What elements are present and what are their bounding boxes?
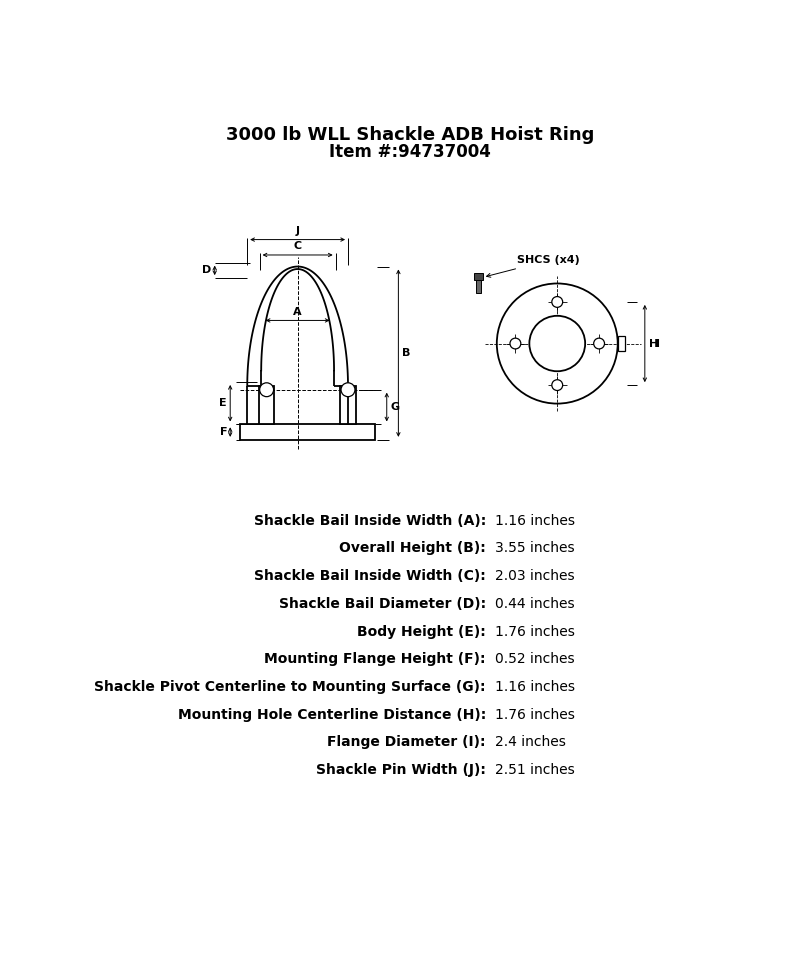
Text: I: I (656, 339, 660, 348)
Text: 3000 lb WLL Shackle ADB Hoist Ring: 3000 lb WLL Shackle ADB Hoist Ring (226, 126, 594, 145)
Text: 1.16 inches: 1.16 inches (495, 680, 575, 694)
Text: Mounting Hole Centerline Distance (H):: Mounting Hole Centerline Distance (H): (178, 707, 486, 722)
Circle shape (510, 338, 521, 349)
Text: Shackle Bail Diameter (D):: Shackle Bail Diameter (D): (279, 597, 486, 611)
Text: 1.76 inches: 1.76 inches (495, 707, 575, 722)
Text: D: D (202, 265, 211, 276)
Text: C: C (294, 241, 302, 251)
Text: Shackle Bail Inside Width (A):: Shackle Bail Inside Width (A): (254, 514, 486, 527)
Text: J: J (296, 226, 300, 235)
Text: Item #:94737004: Item #:94737004 (329, 143, 491, 161)
Text: 1.16 inches: 1.16 inches (495, 514, 575, 527)
Text: 2.03 inches: 2.03 inches (495, 569, 575, 583)
Text: Mounting Flange Height (F):: Mounting Flange Height (F): (265, 653, 486, 666)
Bar (239, 424, 375, 440)
Text: Flange Diameter (I):: Flange Diameter (I): (327, 735, 486, 749)
Text: 1.76 inches: 1.76 inches (495, 625, 575, 638)
Text: B: B (402, 348, 410, 358)
Bar (259, 386, 274, 424)
Circle shape (594, 338, 605, 349)
Text: H: H (649, 339, 658, 348)
Text: G: G (390, 402, 400, 412)
Text: 2.4 inches: 2.4 inches (495, 735, 566, 749)
Text: SHCS (x4): SHCS (x4) (486, 256, 580, 278)
Text: Shackle Pin Width (J):: Shackle Pin Width (J): (316, 763, 486, 777)
Circle shape (341, 383, 355, 396)
Text: Shackle Bail Inside Width (C):: Shackle Bail Inside Width (C): (254, 569, 486, 583)
Text: 0.44 inches: 0.44 inches (495, 597, 575, 611)
Text: 0.52 inches: 0.52 inches (495, 653, 575, 666)
Bar (474, 274, 483, 280)
Text: E: E (219, 398, 227, 409)
Circle shape (552, 380, 562, 390)
Bar (618, 336, 626, 351)
Text: A: A (294, 307, 302, 318)
Text: Shackle Pivot Centerline to Mounting Surface (G):: Shackle Pivot Centerline to Mounting Sur… (94, 680, 486, 694)
Text: F: F (219, 427, 227, 437)
Bar (340, 386, 356, 424)
Text: 3.55 inches: 3.55 inches (495, 542, 575, 555)
Circle shape (497, 283, 618, 404)
Text: Overall Height (B):: Overall Height (B): (339, 542, 486, 555)
Circle shape (552, 297, 562, 307)
Text: Body Height (E):: Body Height (E): (357, 625, 486, 638)
Circle shape (260, 383, 274, 396)
Bar (476, 280, 481, 293)
Circle shape (530, 316, 585, 371)
Text: 2.51 inches: 2.51 inches (495, 763, 575, 777)
